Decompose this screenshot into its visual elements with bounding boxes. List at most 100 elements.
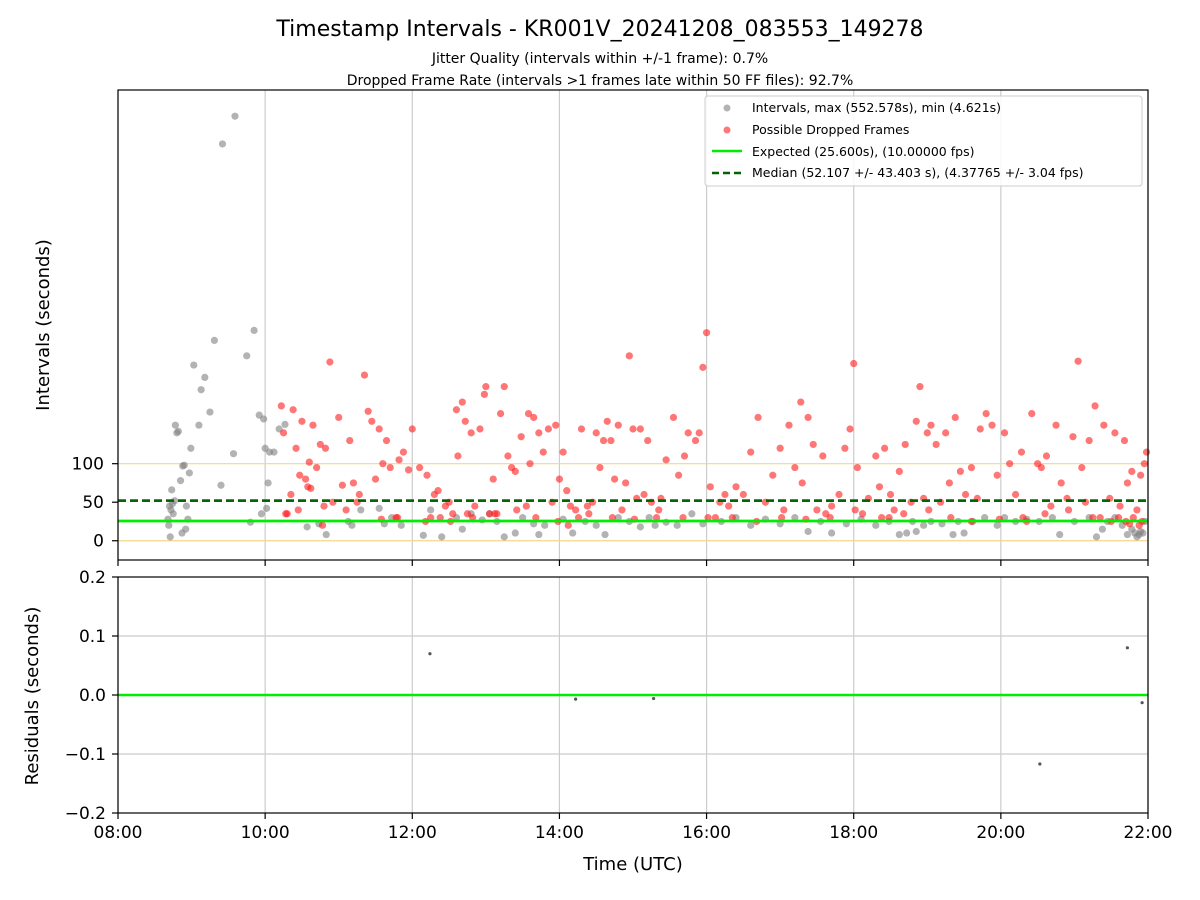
dropped-frame-point xyxy=(942,429,950,437)
interval-point xyxy=(187,444,195,452)
residual-point xyxy=(1140,701,1144,705)
interval-point xyxy=(182,502,191,510)
dropped-frame-point xyxy=(925,506,933,514)
dropped-frame-point xyxy=(555,475,564,483)
interval-point xyxy=(828,529,836,537)
dropped-frame-point xyxy=(321,444,330,452)
interval-point xyxy=(174,427,182,435)
dropped-frame-point xyxy=(785,421,793,429)
dropped-frame-point xyxy=(368,417,376,425)
residuals-y-tick-label: 0.0 xyxy=(79,686,106,706)
time-x-tick-label: 20:00 xyxy=(976,823,1025,843)
dropped-frame-point xyxy=(491,510,499,518)
dropped-frame-point xyxy=(662,456,670,464)
dropped-frame-point xyxy=(608,514,617,522)
dropped-frame-point xyxy=(416,463,424,472)
dropped-frame-point xyxy=(364,407,372,415)
interval-point xyxy=(257,510,266,518)
dropped-frame-point xyxy=(725,502,733,510)
dropped-frame-point xyxy=(982,410,990,418)
dropped-frame-point xyxy=(956,467,964,475)
legend-label-median: Median (52.107 +/- 43.403 s), (4.37765 +… xyxy=(752,165,1083,180)
dropped-frame-point xyxy=(993,471,1001,479)
dropped-frame-point xyxy=(471,502,479,510)
dropped-frame-point xyxy=(335,413,343,422)
intervals-axes-frame xyxy=(117,89,1149,561)
residual-point xyxy=(428,652,432,656)
interval-point xyxy=(218,140,227,148)
dropped-frame-point xyxy=(611,475,619,483)
dropped-frame-point xyxy=(463,510,472,518)
dropped-frame-point xyxy=(349,479,358,487)
interval-point xyxy=(169,510,177,518)
dropped-frame-point xyxy=(480,390,488,398)
intervals-panel: 0 50 100 Intervals (seconds) Intervals, ma… xyxy=(33,89,1151,566)
interval-point xyxy=(688,510,696,518)
interval-point xyxy=(166,533,174,541)
dropped-frame-point xyxy=(1120,436,1129,445)
interval-point xyxy=(960,529,968,537)
dropped-frame-point xyxy=(318,521,327,529)
dropped-frame-point xyxy=(277,402,285,410)
dropped-frame-point xyxy=(797,398,805,406)
dropped-frame-point xyxy=(596,463,604,472)
intervals-reference-lines xyxy=(118,463,1148,542)
interval-point xyxy=(1139,529,1147,537)
dropped-frame-point xyxy=(496,410,505,418)
dropped-frame-point xyxy=(1037,463,1045,472)
intervals-y-axis-label: Intervals (seconds) xyxy=(33,239,54,411)
dropped-frame-point xyxy=(680,452,689,460)
interval-point xyxy=(281,420,289,428)
dropped-frame-point xyxy=(355,490,363,499)
dropped-frame-point xyxy=(449,510,457,518)
interval-point xyxy=(500,533,508,541)
dropped-frame-point xyxy=(846,425,854,433)
dropped-frame-point xyxy=(292,444,300,452)
interval-point xyxy=(912,527,920,536)
dropped-frame-point xyxy=(1133,506,1141,514)
dropped-frame-point xyxy=(747,448,755,456)
dropped-frame-point xyxy=(916,383,924,391)
dropped-frame-point xyxy=(405,466,413,474)
legend-label-expected: Expected (25.600s), (10.00000 fps) xyxy=(752,144,974,159)
interval-point xyxy=(636,523,644,531)
interval-point xyxy=(1048,514,1056,522)
dropped-frame-point xyxy=(614,421,622,429)
dropped-frame-point xyxy=(434,487,442,495)
dropped-frame-point xyxy=(1028,410,1036,418)
dropped-frame-point xyxy=(951,413,959,422)
dropped-frame-point xyxy=(338,481,346,489)
dropped-frame-point xyxy=(1089,514,1097,522)
dropped-frame-point xyxy=(769,471,777,479)
dropped-frame-point xyxy=(298,417,306,425)
dropped-frame-point xyxy=(607,436,615,445)
interval-point xyxy=(592,521,600,529)
dropped-frame-point xyxy=(408,425,416,433)
interval-point xyxy=(270,448,278,456)
dropped-frame-point xyxy=(585,510,593,518)
dropped-frame-point xyxy=(1064,506,1073,514)
dropped-frame-point xyxy=(287,490,295,499)
dropped-frame-point xyxy=(828,502,836,510)
dropped-frame-point xyxy=(927,421,935,429)
dropped-frame-point xyxy=(798,479,806,487)
dropped-frame-point xyxy=(872,452,880,460)
interval-point xyxy=(981,514,989,522)
dropped-frame-point xyxy=(296,471,304,479)
dropped-frame-point xyxy=(850,359,858,368)
dropped-frame-point xyxy=(636,425,644,433)
dropped-frame-point xyxy=(294,506,302,514)
dropped-frame-point xyxy=(691,436,700,445)
intervals-y-tick-label: 0 xyxy=(93,532,104,552)
residuals-y-tick-label: 0.1 xyxy=(79,627,106,647)
dropped-frame-point xyxy=(1078,463,1086,472)
dropped-frame-point xyxy=(629,425,637,433)
dropped-frame-point xyxy=(379,460,387,468)
interval-point xyxy=(171,497,179,505)
interval-point xyxy=(180,461,188,469)
interval-point xyxy=(1056,530,1064,539)
interval-point xyxy=(229,450,238,458)
dropped-frame-point xyxy=(1019,514,1027,522)
interval-point xyxy=(903,529,911,537)
dropped-frame-point xyxy=(1047,502,1055,510)
